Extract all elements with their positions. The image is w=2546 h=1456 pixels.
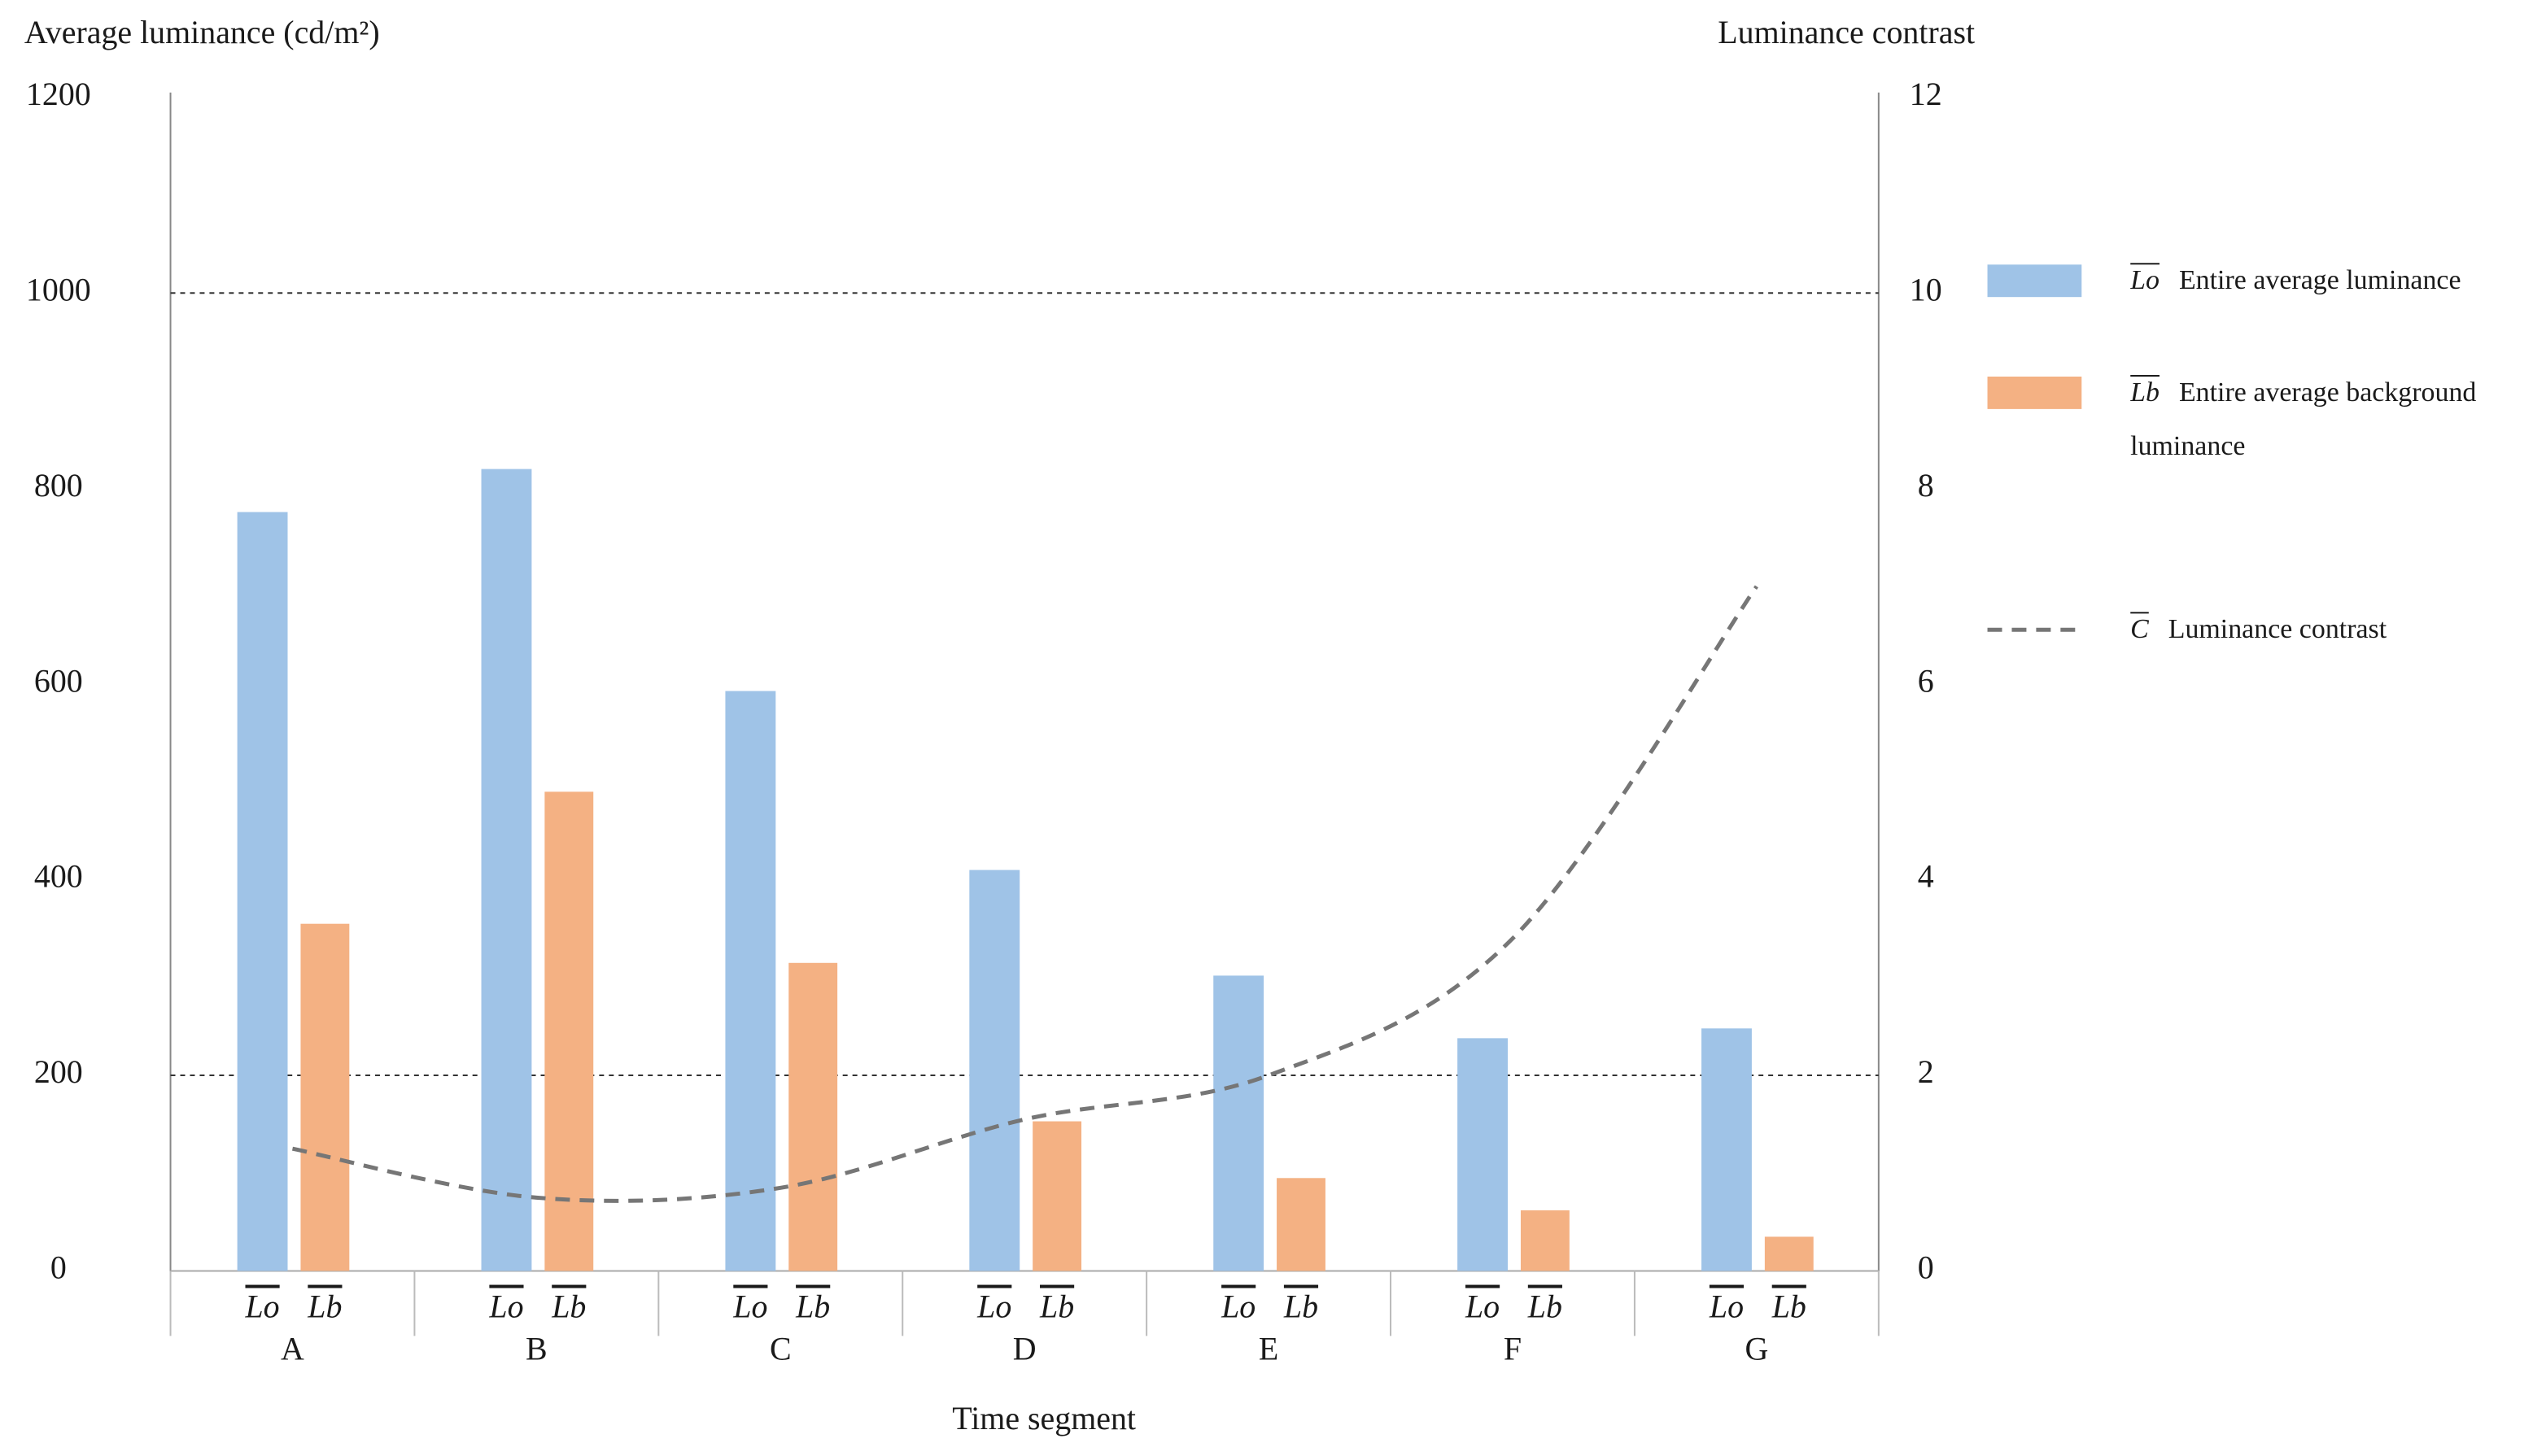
bar (1213, 975, 1264, 1271)
y-tick-label: 0 (50, 1249, 67, 1286)
x-tick-label: F (1504, 1330, 1522, 1367)
bar-symbol-label: Lb (1039, 1288, 1074, 1325)
bar (1457, 1038, 1508, 1271)
legend-label: Entire average luminance (2178, 264, 2461, 296)
bar-symbol-label: Lo (244, 1288, 279, 1325)
bar (1701, 1028, 1752, 1271)
x-tick-label: B (526, 1330, 548, 1367)
legend-text: Lb Entire average background luminance (2130, 365, 2520, 473)
x-tick-label: D (1013, 1330, 1037, 1367)
bar-symbol-label: Lo (1465, 1288, 1500, 1325)
legend-symbol: Lo (2130, 264, 2160, 296)
bar (1520, 1210, 1570, 1271)
bar (1277, 1178, 1325, 1271)
contrast-line (291, 585, 1758, 1203)
legend-symbol: Lb (2130, 376, 2160, 408)
y-tick-label: 1200 (26, 76, 91, 112)
bar-symbol-label: Lb (551, 1288, 586, 1325)
y2-tick-label: 6 (1918, 662, 1934, 699)
bar (969, 870, 1020, 1271)
y2-tick-label: 10 (1910, 271, 1942, 307)
legend-item: Lo Entire average luminance (2130, 253, 2520, 307)
legend-swatch (1987, 264, 2082, 298)
y2-tick-label: 2 (1918, 1053, 1934, 1090)
legend-swatch (1987, 376, 2082, 409)
bar-symbol-label: Lo (732, 1288, 767, 1325)
y2-tick-label: 0 (1918, 1249, 1934, 1286)
bar-symbol-label: Lb (1283, 1288, 1318, 1325)
bar (788, 962, 838, 1271)
bar-symbol-label: Lb (795, 1288, 830, 1325)
bar-symbol-label: Lb (1527, 1288, 1562, 1325)
bar-symbol-label: Lb (307, 1288, 342, 1325)
y2-tick-label: 12 (1910, 76, 1942, 112)
bar-symbol-label: Lo (1221, 1288, 1256, 1325)
y-tick-label: 1000 (26, 271, 91, 307)
bar (300, 923, 350, 1271)
x-axis-title: Time segment (952, 1400, 1136, 1436)
bar (725, 691, 776, 1271)
legend-label: Luminance contrast (2168, 613, 2387, 645)
y2-axis-title: Luminance contrast (1718, 14, 1975, 50)
x-tick-label: A (281, 1330, 304, 1367)
legend-item: C Luminance contrast (2130, 602, 2520, 656)
bar (544, 791, 594, 1271)
bar (1764, 1236, 1814, 1271)
y-tick-label: 600 (34, 662, 83, 699)
bar (237, 512, 288, 1271)
x-tick-label: E (1259, 1330, 1278, 1367)
y2-tick-label: 4 (1918, 858, 1934, 895)
bar-symbol-label: Lo (488, 1288, 523, 1325)
legend-text: C Luminance contrast (2130, 602, 2520, 656)
y-tick-label: 800 (34, 467, 83, 503)
bar-symbol-label: Lo (1709, 1288, 1744, 1325)
x-tick-label: G (1745, 1330, 1768, 1367)
y-axis-title: Average luminance (cd/m²) (24, 14, 380, 50)
legend-label: Entire average background luminance (2130, 376, 2477, 461)
legend-item: Lb Entire average background luminance (2130, 365, 2520, 473)
legend-symbol: C (2130, 613, 2149, 645)
y2-tick-label: 8 (1918, 467, 1934, 503)
bar-symbol-label: Lb (1771, 1288, 1806, 1325)
bar-symbol-label: Lo (976, 1288, 1011, 1325)
bar (1033, 1121, 1082, 1271)
bar (481, 469, 532, 1271)
legend-text: Lo Entire average luminance (2130, 253, 2520, 307)
y-tick-label: 200 (34, 1053, 83, 1090)
y-tick-label: 400 (34, 858, 83, 895)
x-tick-label: C (770, 1330, 792, 1367)
